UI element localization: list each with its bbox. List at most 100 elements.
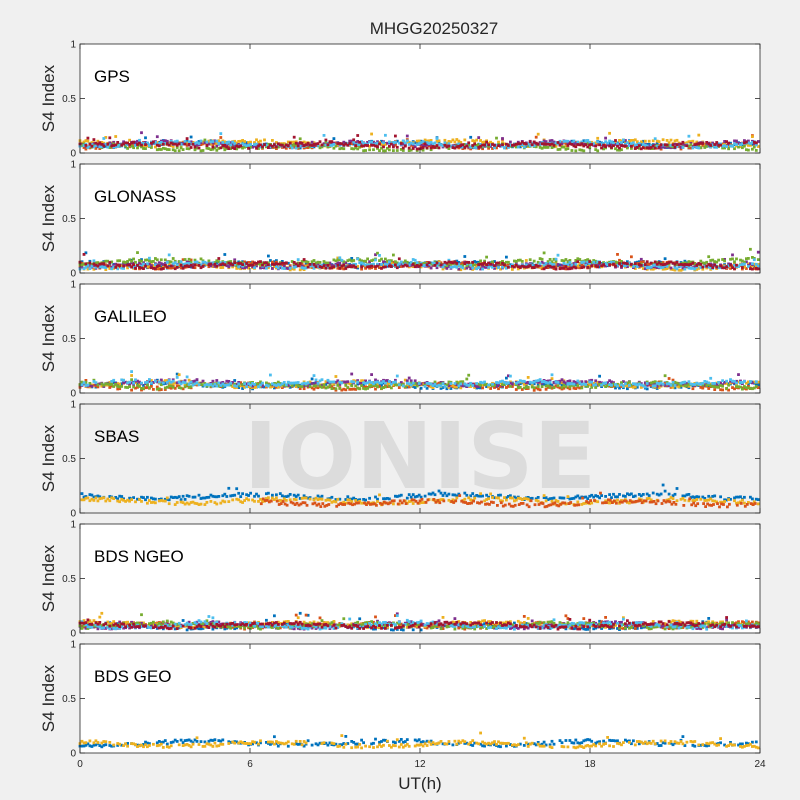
data-point [338,142,342,145]
data-point [747,386,750,390]
data-point [124,262,127,266]
data-point [588,261,592,265]
data-point [273,265,276,269]
data-point [715,144,719,148]
data-point [645,380,649,384]
data-point [271,144,274,148]
data-point [368,148,371,152]
data-point [598,261,601,264]
data-point [94,263,98,267]
data-point [207,147,211,150]
data-point [290,267,294,271]
data-point [586,142,590,145]
data-point [733,387,736,391]
data-point [562,386,566,390]
data-point [175,143,179,147]
data-point [290,146,294,150]
data-point [106,142,110,146]
data-point [501,261,504,265]
data-point [271,263,274,266]
data-point [701,144,705,147]
data-point [532,140,536,144]
data-point [280,384,284,388]
data-point [201,149,205,152]
data-point [639,260,643,264]
data-point [661,138,665,142]
data-point [84,139,88,142]
data-point [568,385,572,389]
data-point [80,265,84,269]
data-point [199,141,203,144]
data-point [465,385,469,388]
data-point [374,144,377,148]
data-point [637,260,641,264]
data-point [155,258,159,262]
data-point [322,264,326,268]
data-point [665,262,669,265]
data-point [639,147,643,151]
data-point [653,260,657,264]
data-point [586,260,590,264]
data-point [697,262,701,265]
data-point [568,142,572,146]
data-point [435,146,439,149]
data-point [471,266,475,270]
data-point [401,264,405,268]
data-point [370,263,373,266]
data-point [284,383,288,387]
data-point [643,381,647,385]
data-point [173,381,177,385]
data-point [653,265,657,269]
data-point [633,262,637,266]
data-point [362,262,365,266]
data-point [364,385,367,389]
data-point [675,138,679,142]
data-point [314,265,318,268]
data-point [354,146,358,150]
data-point [211,384,215,388]
data-point [618,383,621,387]
data-point [110,260,114,264]
data-point [394,260,397,264]
data-point [415,261,419,264]
data-point [683,263,687,266]
data-point [598,374,601,378]
data-point [751,387,754,391]
data-point [259,380,262,384]
data-point [269,385,272,389]
data-point [679,147,683,151]
data-point [280,263,284,267]
data-point [183,383,187,386]
data-point [356,257,360,261]
data-point [132,385,135,389]
data-point [711,263,715,267]
data-point [659,147,663,151]
data-point [439,387,443,390]
data-point [392,141,395,144]
data-point [538,257,542,260]
data-point [324,383,328,386]
data-point [483,143,486,147]
data-point [390,265,393,268]
data-point [201,379,205,383]
data-point [477,143,481,146]
data-point [606,263,609,266]
data-point [630,385,633,389]
data-point [358,382,362,385]
data-point [134,264,137,268]
data-point [360,259,363,263]
data-point [221,145,225,149]
data-point [691,267,695,270]
data-point [124,380,127,384]
data-point [116,141,120,144]
data-point [314,261,318,265]
data-point [441,267,445,271]
data-point [394,143,397,147]
data-point [132,381,135,385]
data-point [134,260,137,264]
data-point [572,265,576,269]
data-point [699,141,703,145]
data-point [118,387,122,391]
data-point [171,262,175,266]
data-point [187,147,191,151]
